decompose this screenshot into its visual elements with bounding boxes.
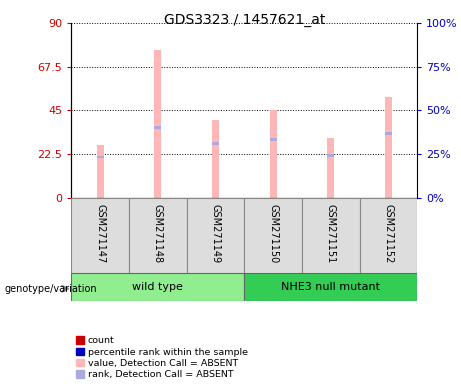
Text: genotype/variation: genotype/variation — [5, 284, 97, 294]
Bar — [302, 198, 360, 273]
Bar — [244, 198, 302, 273]
Text: wild type: wild type — [132, 282, 183, 292]
Text: GSM271147: GSM271147 — [95, 204, 105, 263]
Bar — [71, 273, 244, 301]
Bar — [270, 111, 277, 198]
Bar — [71, 198, 129, 273]
Text: GSM271151: GSM271151 — [326, 204, 336, 263]
Bar — [97, 146, 104, 198]
Bar — [97, 156, 104, 159]
Bar — [327, 137, 334, 198]
Bar — [154, 126, 161, 129]
Bar — [327, 154, 334, 157]
Bar — [154, 50, 161, 198]
Bar — [129, 198, 187, 273]
Text: GSM271148: GSM271148 — [153, 204, 163, 263]
Text: NHE3 null mutant: NHE3 null mutant — [281, 282, 380, 292]
Bar — [212, 142, 219, 145]
Bar — [385, 97, 392, 198]
Bar — [270, 138, 277, 141]
Text: GSM271150: GSM271150 — [268, 204, 278, 263]
Bar — [385, 132, 392, 135]
Bar — [244, 273, 417, 301]
Legend: count, percentile rank within the sample, value, Detection Call = ABSENT, rank, : count, percentile rank within the sample… — [76, 336, 248, 379]
Text: GSM271152: GSM271152 — [384, 204, 393, 263]
Text: GSM271149: GSM271149 — [211, 204, 220, 263]
Bar — [360, 198, 417, 273]
Text: GDS3323 / 1457621_at: GDS3323 / 1457621_at — [164, 13, 325, 27]
Bar — [187, 198, 244, 273]
Bar — [212, 120, 219, 198]
